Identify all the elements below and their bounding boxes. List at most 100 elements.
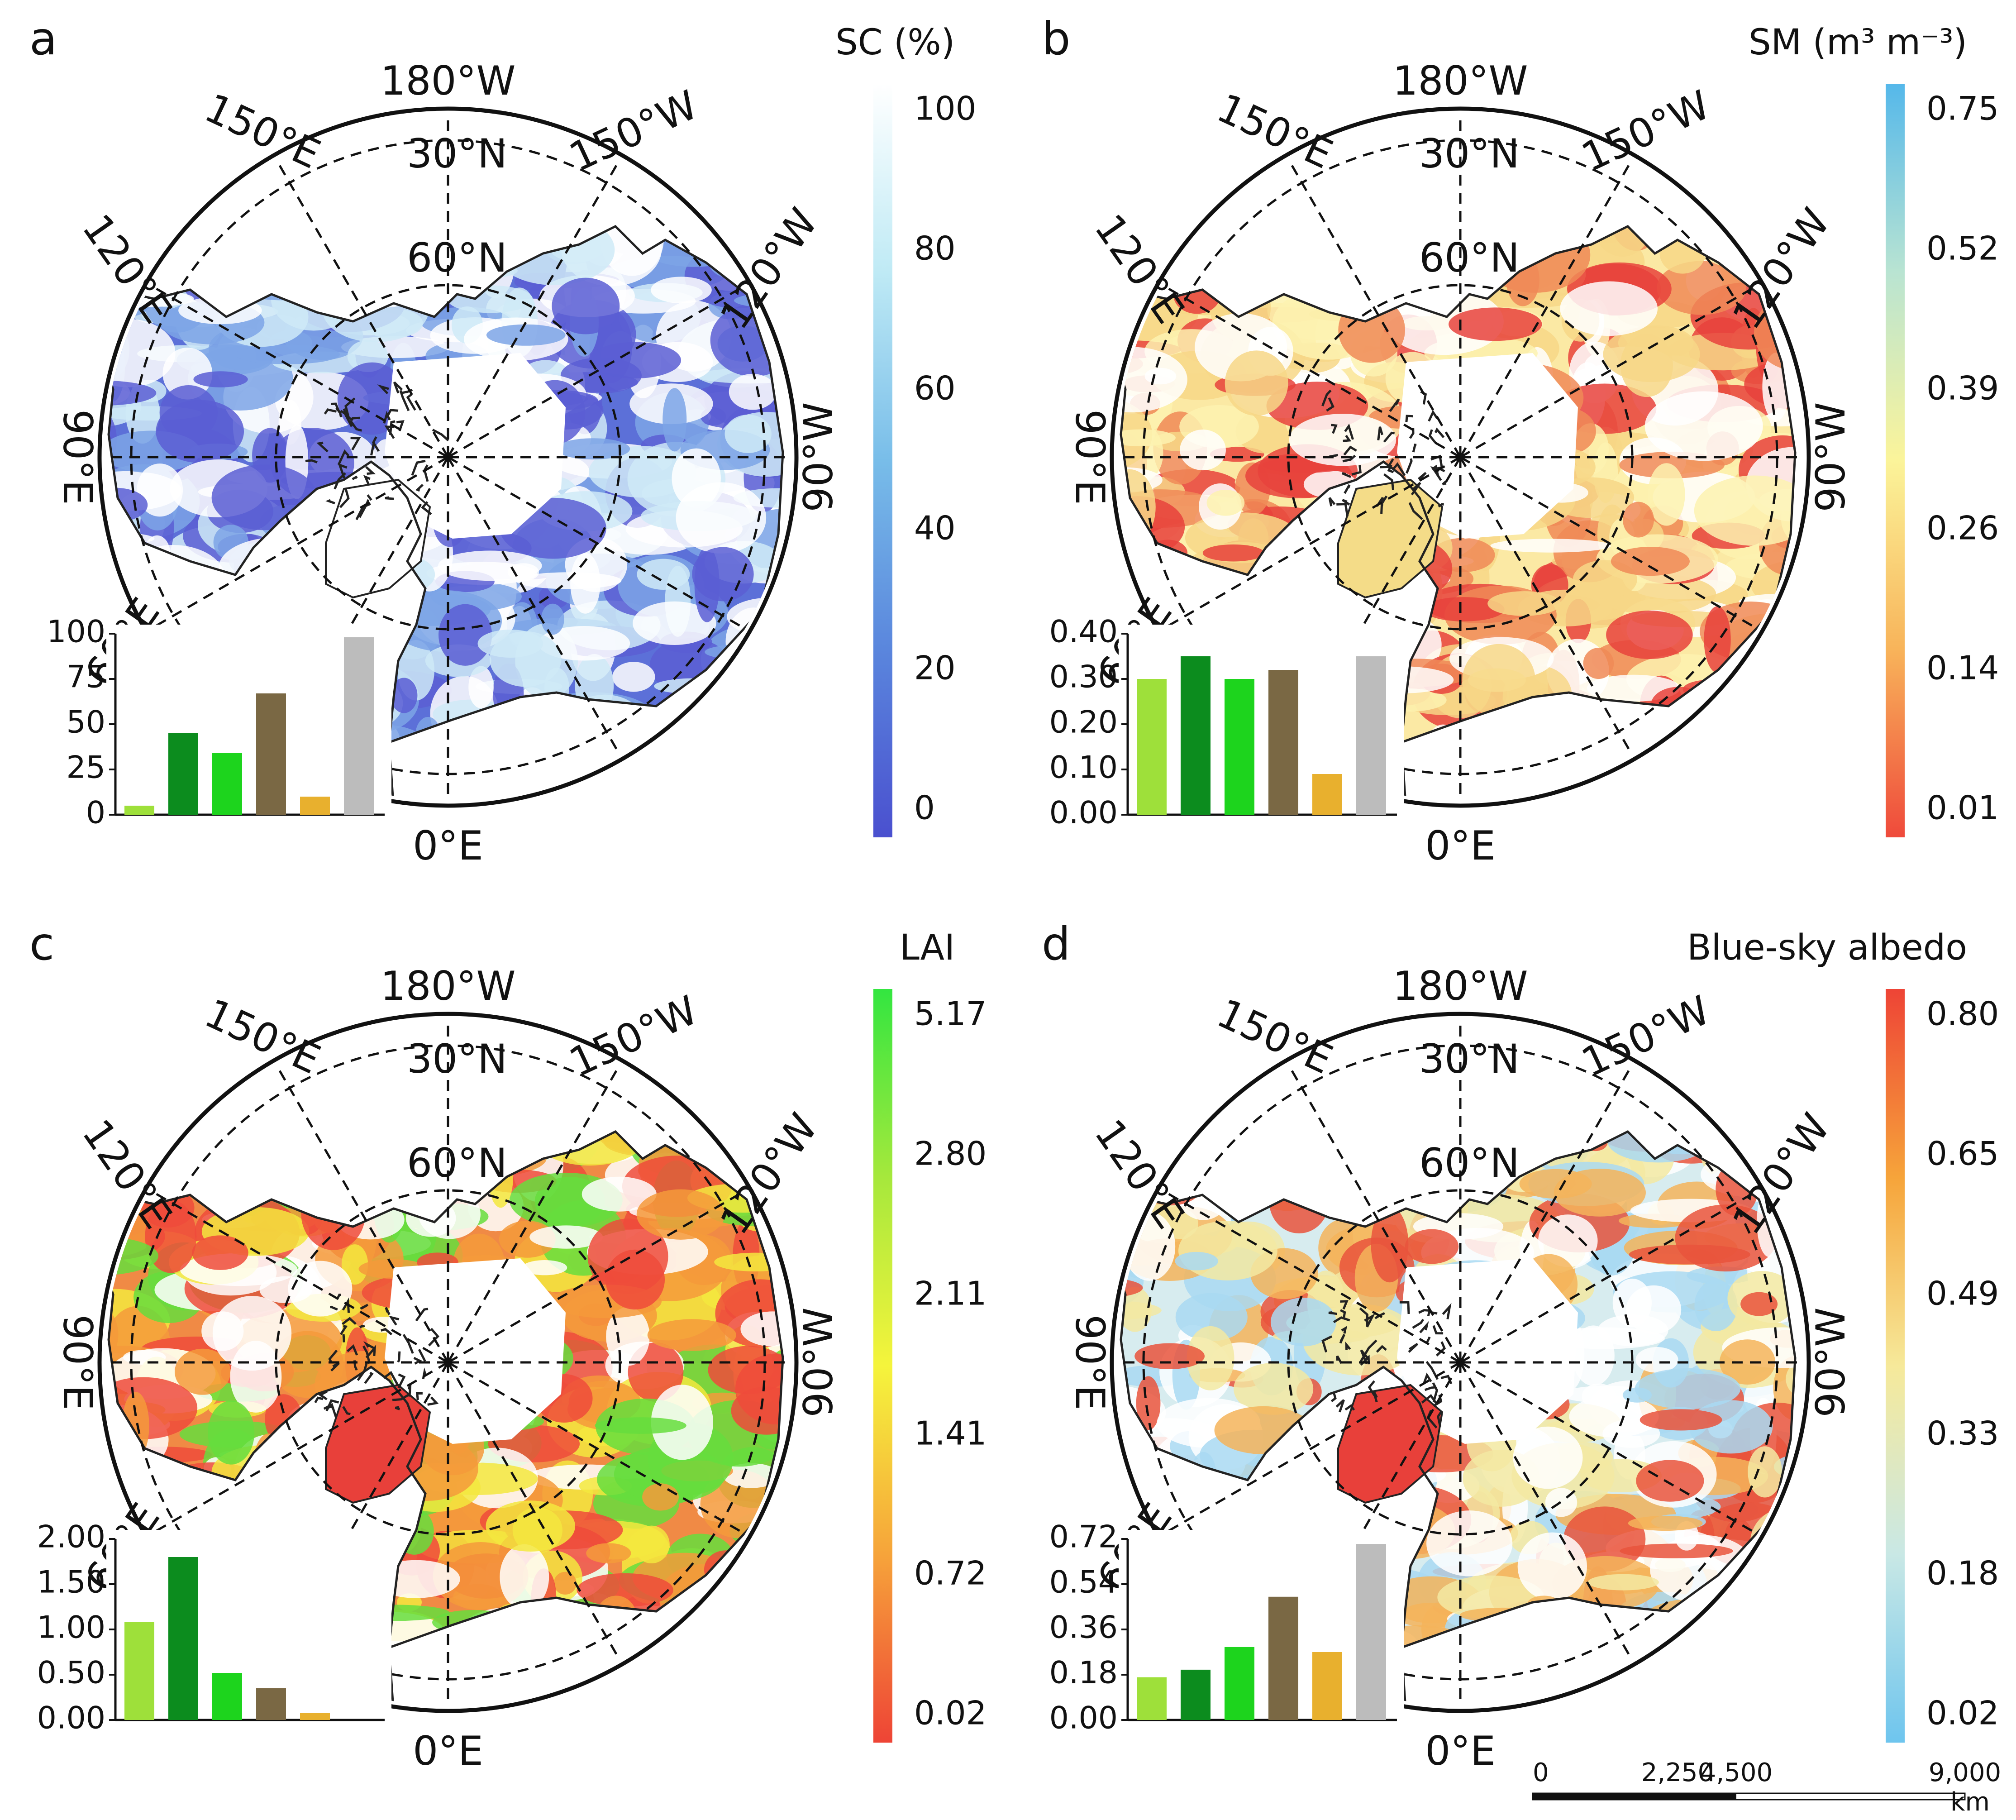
colorbar-ramp xyxy=(873,84,892,837)
bar-axis-tick-label: 100 xyxy=(47,614,105,650)
bar-axis-tick-label: 1.00 xyxy=(37,1610,105,1646)
bar-axis-tick-label: 0 xyxy=(86,795,105,831)
colorbar-ramp xyxy=(1886,989,1905,1743)
longitude-label: 150°W xyxy=(562,81,705,181)
colorbar-ramp xyxy=(1886,84,1905,837)
colorbar-tick-label: 0.72 xyxy=(914,1554,987,1592)
bar-axis-tick-label: 2.00 xyxy=(37,1519,105,1555)
bar-axis-tick-label: 0.00 xyxy=(37,1701,105,1736)
scale-bar-tick: 0 xyxy=(1533,1758,1549,1787)
colorbar-tick-label: 0.14 xyxy=(1926,649,1999,687)
colorbar-tick-label: 0.65 xyxy=(1926,1135,1999,1173)
colorbar-tick-label: 80 xyxy=(914,229,956,268)
bar-axis-tick-label: 25 xyxy=(66,750,105,786)
colorbar: SM (m³ m⁻³) 0.75 0.52 0.39 0.26 0.14 0.01 xyxy=(1749,22,1999,837)
inset-bar-chart: 0.40 0.30 0.20 0.10 0.00 xyxy=(1049,614,1404,831)
colorbar-tick-label: 0.33 xyxy=(1926,1414,1999,1452)
colorbar-tick-label: 0.01 xyxy=(1926,789,1999,827)
bar xyxy=(1225,1647,1254,1720)
bar xyxy=(168,733,198,815)
colorbar-tick-label: 0.18 xyxy=(1926,1554,1999,1592)
latitude-label: 30°N xyxy=(407,130,507,177)
colorbar-tick-label: 0.39 xyxy=(1926,369,1999,407)
bar-axis-tick-label: 0.36 xyxy=(1049,1610,1118,1646)
scale-bar-unit: km xyxy=(1950,1787,1990,1817)
bar-axis-tick-label: 0.50 xyxy=(37,1655,105,1691)
scale-bar-tick: 2,250 xyxy=(1641,1758,1714,1787)
bar xyxy=(168,1557,198,1720)
colorbar-tick-label: 5.17 xyxy=(914,995,987,1033)
latitude-label: 60°N xyxy=(1419,234,1520,281)
colorbar-tick-label: 0.49 xyxy=(1926,1275,1999,1313)
graticule xyxy=(1118,1020,1802,1705)
bar xyxy=(300,797,330,815)
panel-letter: b xyxy=(1042,12,1070,65)
colorbar-tick-label: 0.75 xyxy=(1926,90,1999,128)
bar xyxy=(212,753,242,815)
bar xyxy=(1356,656,1386,815)
colorbar-title: SC (%) xyxy=(835,22,955,63)
colorbar-tick-label: 100 xyxy=(914,90,976,128)
panel-c: c180°W150°W120°W90°W150°E120°E90°E60°E30… xyxy=(29,917,987,1774)
bar xyxy=(124,806,154,815)
latitude-label: 30°N xyxy=(1419,1036,1520,1082)
latitude-label: 60°N xyxy=(407,234,507,281)
map-frame xyxy=(97,1012,799,1713)
longitude-label: 180°W xyxy=(1393,57,1528,104)
longitude-label: 90°E xyxy=(54,1314,101,1410)
bar xyxy=(344,637,374,815)
longitude-label: 150°W xyxy=(562,987,705,1086)
graticule xyxy=(1118,115,1802,799)
colorbar: SC (%) 100 80 60 40 20 0 xyxy=(835,22,976,837)
map-frame xyxy=(1110,106,1811,808)
longitude-label: 180°W xyxy=(381,57,516,104)
bar xyxy=(124,1622,154,1720)
bar-axis-tick-label: 0.54 xyxy=(1049,1565,1118,1600)
longitude-label: 90°E xyxy=(1067,409,1113,505)
colorbar-tick-label: 0.80 xyxy=(1926,995,1999,1033)
map-frame xyxy=(97,106,799,808)
panel-letter: d xyxy=(1042,917,1070,970)
bar xyxy=(212,1673,242,1720)
panel-a: a180°W150°W120°W90°W150°E120°E90°E60°E30… xyxy=(29,12,976,869)
bar xyxy=(1137,679,1167,815)
bar-axis-tick-label: 0.00 xyxy=(1049,795,1118,831)
colorbar-tick-label: 60 xyxy=(914,369,956,407)
bar-axis-tick-label: 0.00 xyxy=(1049,1701,1118,1736)
colorbar-tick-label: 0.52 xyxy=(1926,229,1999,268)
longitude-label: 120°E xyxy=(73,1111,181,1237)
colorbar-ramp xyxy=(873,989,892,1743)
bar xyxy=(1312,1652,1342,1720)
longitude-label: 90°E xyxy=(1067,1314,1113,1410)
scale-bar-tick: 4,500 xyxy=(1700,1758,1773,1787)
map-frame xyxy=(1110,1012,1811,1713)
bar-axis-tick-label: 0.72 xyxy=(1049,1519,1118,1555)
bar xyxy=(1225,679,1254,815)
colorbar-tick-label: 0.02 xyxy=(1926,1694,1999,1732)
bar-axis-tick-label: 1.50 xyxy=(37,1565,105,1600)
bar xyxy=(256,1688,286,1720)
bar xyxy=(1312,774,1342,815)
longitude-label: 90°W xyxy=(1807,402,1854,512)
panel-letter: c xyxy=(29,917,54,970)
inset-bar-chart: 2.00 1.50 1.00 0.50 0.00 xyxy=(37,1519,391,1736)
panel-letter: a xyxy=(29,12,57,65)
colorbar: LAI 5.17 2.80 2.11 1.41 0.72 0.02 xyxy=(873,927,987,1743)
colorbar-tick-label: 2.11 xyxy=(914,1275,987,1313)
bar xyxy=(1181,656,1211,815)
bar xyxy=(300,1713,330,1720)
longitude-label: 120°E xyxy=(73,206,181,332)
latitude-label: 60°N xyxy=(1419,1140,1520,1186)
colorbar-tick-label: 40 xyxy=(914,509,956,547)
latitude-label: 30°N xyxy=(1419,130,1520,177)
colorbar-tick-label: 0.02 xyxy=(914,1694,987,1732)
colorbar-tick-label: 20 xyxy=(914,649,956,687)
latitude-label: 60°N xyxy=(407,1140,507,1186)
colorbar-title: LAI xyxy=(900,927,955,968)
scale-bar-tick: 9,000 xyxy=(1929,1758,2001,1787)
colorbar: Blue-sky albedo 0.80 0.65 0.49 0.33 0.18 0.02 xyxy=(1687,927,1999,1743)
colorbar-title: Blue-sky albedo xyxy=(1687,927,1967,968)
bar xyxy=(1268,1596,1298,1720)
